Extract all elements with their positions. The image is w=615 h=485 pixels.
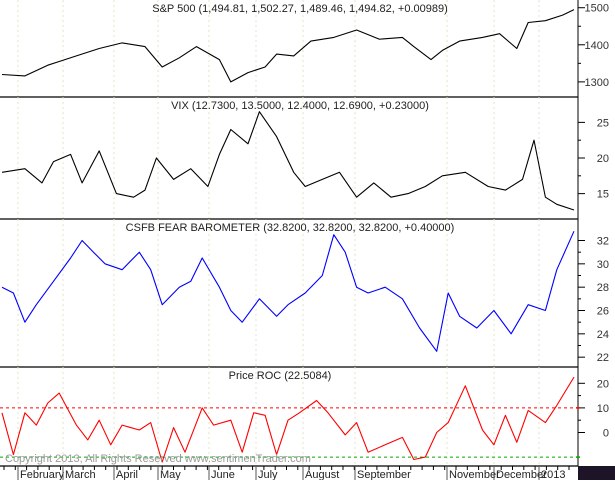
y-tick-label: 24 xyxy=(597,329,609,341)
month-label: February xyxy=(20,469,65,480)
y-tick-label: 15 xyxy=(597,189,609,201)
month-label: September xyxy=(357,469,411,480)
y-tick-label: 1500 xyxy=(585,3,609,15)
copyright-text: Copyright 2013, All Rights Reserved www.… xyxy=(5,453,311,465)
month-label: April xyxy=(116,469,138,480)
panel-sp500: S&P 500 (1,494.81, 1,502.27, 1,489.46, 1… xyxy=(0,0,609,98)
y-tick-label: 20 xyxy=(597,378,609,390)
panel-title: S&P 500 (1,494.81, 1,502.27, 1,489.46, 1… xyxy=(152,3,448,15)
month-label: November xyxy=(449,469,500,480)
roc-series-line xyxy=(1,376,575,463)
corner-block xyxy=(578,466,615,480)
y-tick-label: 32 xyxy=(597,236,609,248)
y-tick-label: 22 xyxy=(597,352,609,364)
month-label: July xyxy=(258,469,278,480)
y-tick-label: 30 xyxy=(597,259,609,271)
month-label: August xyxy=(305,469,339,480)
csfb-series-line xyxy=(1,230,575,352)
y-tick-label: 28 xyxy=(597,282,609,294)
panel-roc: Price ROC (22.5084) 0 10 20 xyxy=(0,367,609,467)
month-label: May xyxy=(160,469,181,480)
month-label: December xyxy=(496,469,547,480)
y-tick-label: 1400 xyxy=(585,40,609,52)
month-label: 2013 xyxy=(541,469,565,480)
month-label: June xyxy=(211,469,235,480)
vix-series-line xyxy=(1,111,575,211)
month-label: March xyxy=(65,469,96,480)
y-tick-label: 1300 xyxy=(585,77,609,89)
panel-title: VIX (12.7300, 13.5000, 12.4000, 12.6900,… xyxy=(171,100,429,112)
x-axis: February March April May June July August Septe… xyxy=(0,465,578,481)
y-tick-label: 25 xyxy=(597,117,609,129)
panel-title: Price ROC (22.5084) xyxy=(229,370,332,382)
y-tick-label: 26 xyxy=(597,306,609,318)
sp500-series-line xyxy=(1,9,575,83)
y-tick-label: 20 xyxy=(597,153,609,165)
panel-title: CSFB FEAR BAROMETER (32.8200, 32.8200, 3… xyxy=(126,222,455,234)
y-tick-label: 10 xyxy=(597,403,609,415)
panel-csfb: CSFB FEAR BAROMETER (32.8200, 32.8200, 3… xyxy=(0,219,609,368)
y-tick-label: 0 xyxy=(603,427,609,439)
panel-vix: VIX (12.7300, 13.5000, 12.4000, 12.6900,… xyxy=(0,97,609,220)
